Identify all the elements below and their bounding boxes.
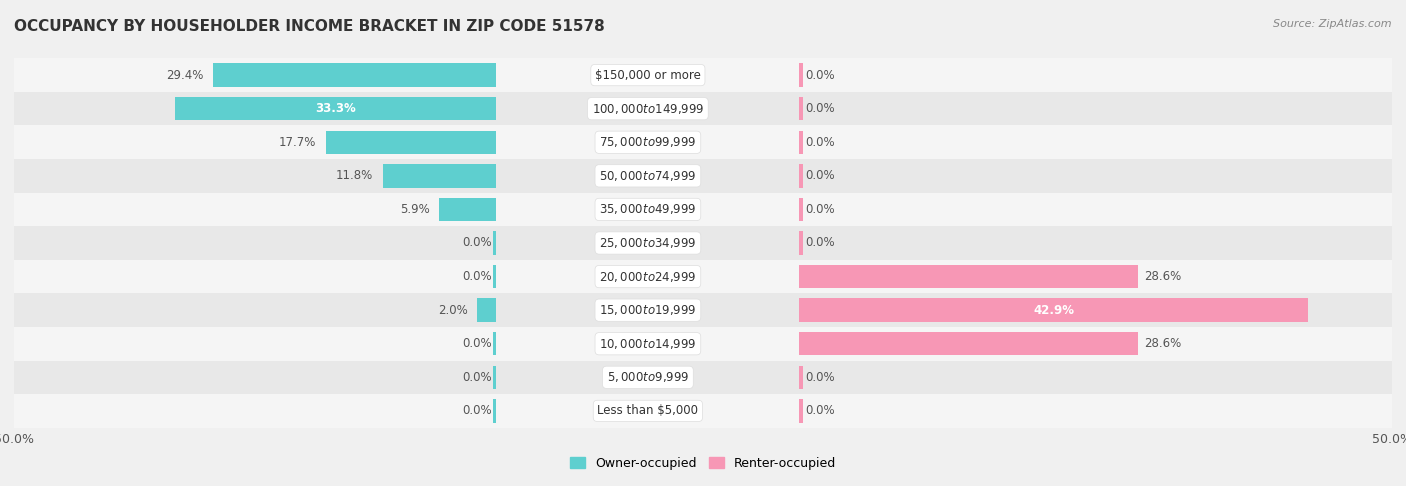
Bar [14,125,979,159]
Bar [207,92,1392,125]
Bar [207,294,1392,327]
Bar [14,394,979,428]
Bar [496,394,800,428]
Bar [496,260,800,294]
Text: 0.0%: 0.0% [461,404,492,417]
Bar [800,365,803,389]
Text: 0.0%: 0.0% [806,102,835,115]
Text: 0.0%: 0.0% [806,371,835,384]
Text: $75,000 to $99,999: $75,000 to $99,999 [599,135,696,149]
Text: 28.6%: 28.6% [1144,337,1181,350]
Bar [207,58,1392,92]
Bar [477,298,496,322]
Bar [496,226,800,260]
Bar [496,294,800,327]
Bar [800,332,1139,355]
Bar [207,192,1392,226]
Bar [440,198,496,221]
Bar [494,365,496,389]
Text: $5,000 to $9,999: $5,000 to $9,999 [606,370,689,384]
Bar [496,192,800,226]
Bar [800,97,803,121]
Text: 5.9%: 5.9% [401,203,430,216]
Bar [382,164,496,188]
Text: 0.0%: 0.0% [806,404,835,417]
Text: $25,000 to $34,999: $25,000 to $34,999 [599,236,696,250]
Bar [494,265,496,288]
Text: 29.4%: 29.4% [166,69,202,82]
Text: 0.0%: 0.0% [806,136,835,149]
Bar [800,265,1139,288]
Bar [14,361,979,394]
Bar [496,159,800,192]
Text: $150,000 or more: $150,000 or more [595,69,700,82]
Text: 0.0%: 0.0% [461,371,492,384]
Text: $50,000 to $74,999: $50,000 to $74,999 [599,169,696,183]
Bar [207,327,1392,361]
Text: 2.0%: 2.0% [437,304,467,317]
Text: 0.0%: 0.0% [806,237,835,249]
Text: 0.0%: 0.0% [806,203,835,216]
Bar [326,131,496,154]
Bar [14,159,979,192]
Text: $35,000 to $49,999: $35,000 to $49,999 [599,203,696,216]
Legend: Owner-occupied, Renter-occupied: Owner-occupied, Renter-occupied [565,452,841,475]
Text: 0.0%: 0.0% [461,237,492,249]
Bar [800,198,803,221]
Bar [207,394,1392,428]
Bar [494,231,496,255]
Bar [14,327,979,361]
Text: $100,000 to $149,999: $100,000 to $149,999 [592,102,704,116]
Bar [14,260,979,294]
Bar [207,125,1392,159]
Text: Source: ZipAtlas.com: Source: ZipAtlas.com [1274,19,1392,30]
Text: 11.8%: 11.8% [336,169,373,182]
Bar [212,63,496,87]
Bar [800,298,1308,322]
Text: 0.0%: 0.0% [806,69,835,82]
Text: Less than $5,000: Less than $5,000 [598,404,699,417]
Text: 0.0%: 0.0% [461,337,492,350]
Text: $15,000 to $19,999: $15,000 to $19,999 [599,303,696,317]
Bar [496,327,800,361]
Bar [494,399,496,423]
Text: OCCUPANCY BY HOUSEHOLDER INCOME BRACKET IN ZIP CODE 51578: OCCUPANCY BY HOUSEHOLDER INCOME BRACKET … [14,19,605,35]
Bar [800,63,803,87]
Text: 0.0%: 0.0% [461,270,492,283]
Bar [496,92,800,125]
Bar [800,164,803,188]
Bar [14,58,979,92]
Bar [207,226,1392,260]
Text: 33.3%: 33.3% [315,102,356,115]
Bar [494,332,496,355]
Bar [14,226,979,260]
Bar [800,131,803,154]
Bar [207,260,1392,294]
Bar [207,159,1392,192]
Bar [176,97,496,121]
Bar [14,192,979,226]
Bar [14,92,979,125]
Bar [496,125,800,159]
Bar [14,294,979,327]
Text: 17.7%: 17.7% [278,136,316,149]
Bar [800,231,803,255]
Text: 28.6%: 28.6% [1144,270,1181,283]
Bar [800,399,803,423]
Text: 0.0%: 0.0% [806,169,835,182]
Bar [496,361,800,394]
Text: 42.9%: 42.9% [1033,304,1074,317]
Bar [207,361,1392,394]
Text: $20,000 to $24,999: $20,000 to $24,999 [599,270,696,283]
Bar [496,58,800,92]
Text: $10,000 to $14,999: $10,000 to $14,999 [599,337,696,351]
